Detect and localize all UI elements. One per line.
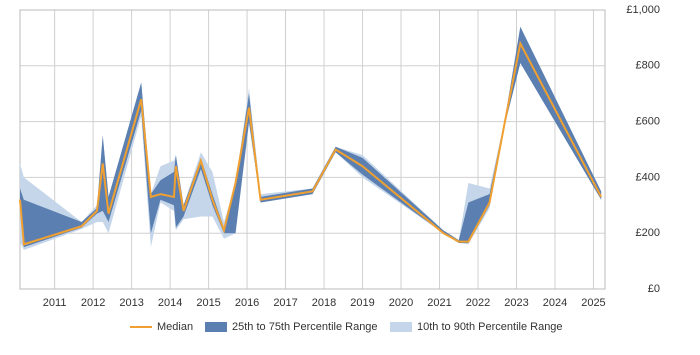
y-tick-label: £600 <box>636 116 660 128</box>
x-tick-label: 2018 <box>312 297 336 309</box>
x-tick-label: 2022 <box>466 297 490 309</box>
legend-label: Median <box>157 321 193 333</box>
x-tick-label: 2023 <box>504 297 528 309</box>
legend-label: 10th to 90th Percentile Range <box>417 321 563 333</box>
legend-swatch <box>205 322 227 332</box>
x-tick-label: 2015 <box>196 297 220 309</box>
x-tick-label: 2016 <box>235 297 259 309</box>
x-tick-label: 2013 <box>119 297 143 309</box>
x-tick-label: 2019 <box>350 297 374 309</box>
legend-label: 25th to 75th Percentile Range <box>232 321 378 333</box>
y-tick-label: £400 <box>636 171 660 183</box>
y-tick-label: £1,000 <box>626 4 660 16</box>
y-tick-label: £200 <box>636 227 660 239</box>
x-tick-label: 2025 <box>581 297 605 309</box>
y-tick-label: £0 <box>648 283 660 295</box>
x-tick-label: 2012 <box>81 297 105 309</box>
x-tick-label: 2021 <box>427 297 451 309</box>
plot-border <box>19 9 606 290</box>
x-tick-label: 2017 <box>273 297 297 309</box>
median-line <box>19 40 603 246</box>
legend-swatch <box>390 322 412 332</box>
x-tick-label: 2014 <box>158 297 182 309</box>
x-tick-label: 2024 <box>543 297 567 309</box>
x-tick-label: 2011 <box>43 297 67 309</box>
percentile-band <box>20 26 602 248</box>
x-tick-label: 2020 <box>389 297 413 309</box>
y-tick-label: £800 <box>636 60 660 72</box>
